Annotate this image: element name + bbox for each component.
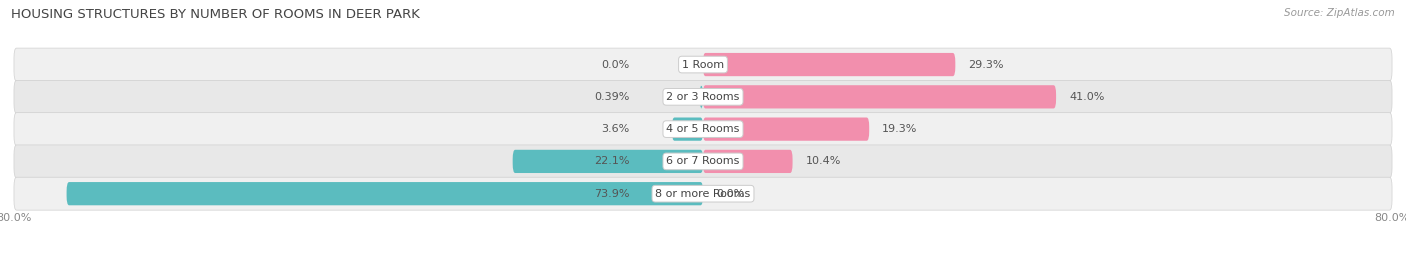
Text: HOUSING STRUCTURES BY NUMBER OF ROOMS IN DEER PARK: HOUSING STRUCTURES BY NUMBER OF ROOMS IN… bbox=[11, 8, 420, 21]
Text: 73.9%: 73.9% bbox=[595, 189, 630, 199]
Text: Source: ZipAtlas.com: Source: ZipAtlas.com bbox=[1284, 8, 1395, 18]
FancyBboxPatch shape bbox=[14, 145, 1392, 178]
FancyBboxPatch shape bbox=[703, 118, 869, 141]
Text: 0.39%: 0.39% bbox=[595, 92, 630, 102]
FancyBboxPatch shape bbox=[14, 113, 1392, 146]
Text: 22.1%: 22.1% bbox=[595, 156, 630, 167]
FancyBboxPatch shape bbox=[14, 177, 1392, 210]
FancyBboxPatch shape bbox=[14, 48, 1392, 81]
Text: 3.6%: 3.6% bbox=[602, 124, 630, 134]
FancyBboxPatch shape bbox=[703, 150, 793, 173]
FancyBboxPatch shape bbox=[703, 85, 1056, 108]
FancyBboxPatch shape bbox=[700, 85, 703, 108]
Text: 0.0%: 0.0% bbox=[716, 189, 744, 199]
Text: 29.3%: 29.3% bbox=[969, 59, 1004, 70]
Text: 4 or 5 Rooms: 4 or 5 Rooms bbox=[666, 124, 740, 134]
FancyBboxPatch shape bbox=[703, 53, 955, 76]
Text: 0.0%: 0.0% bbox=[602, 59, 630, 70]
Text: 41.0%: 41.0% bbox=[1069, 92, 1104, 102]
FancyBboxPatch shape bbox=[14, 80, 1392, 113]
FancyBboxPatch shape bbox=[66, 182, 703, 205]
Text: 6 or 7 Rooms: 6 or 7 Rooms bbox=[666, 156, 740, 167]
Text: 2 or 3 Rooms: 2 or 3 Rooms bbox=[666, 92, 740, 102]
FancyBboxPatch shape bbox=[513, 150, 703, 173]
Text: 1 Room: 1 Room bbox=[682, 59, 724, 70]
Text: 10.4%: 10.4% bbox=[806, 156, 841, 167]
Text: 8 or more Rooms: 8 or more Rooms bbox=[655, 189, 751, 199]
Text: 19.3%: 19.3% bbox=[882, 124, 918, 134]
FancyBboxPatch shape bbox=[672, 118, 703, 141]
